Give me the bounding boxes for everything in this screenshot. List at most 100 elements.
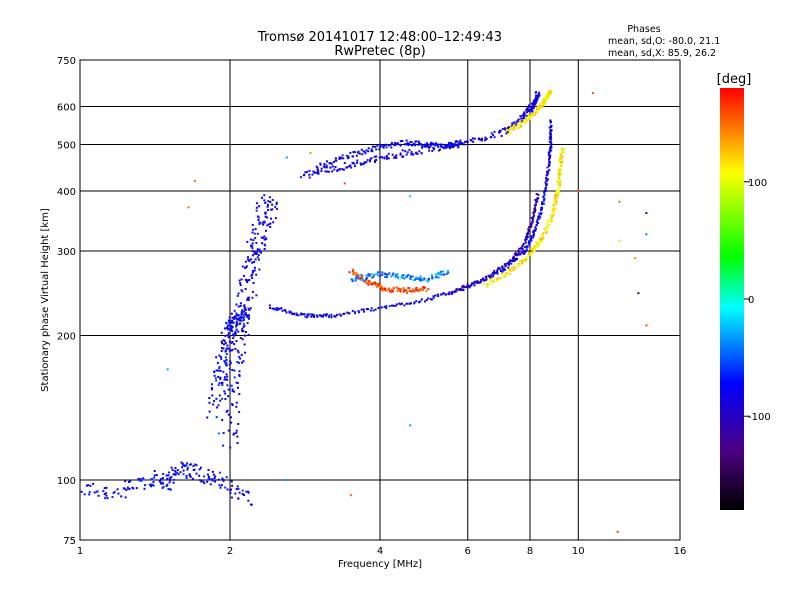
- data-point: [533, 113, 536, 116]
- data-point: [238, 361, 240, 364]
- data-point: [433, 143, 436, 146]
- data-point: [545, 95, 547, 98]
- data-point: [486, 285, 489, 288]
- data-point: [499, 277, 502, 280]
- data-point: [541, 105, 544, 108]
- data-point: [476, 280, 479, 283]
- data-point: [559, 180, 562, 182]
- data-point: [360, 274, 363, 277]
- data-point: [318, 314, 321, 317]
- data-point: [417, 289, 420, 292]
- data-point: [239, 319, 242, 322]
- data-point: [217, 369, 220, 372]
- data-point: [401, 276, 404, 279]
- data-point: [237, 292, 240, 295]
- data-point: [547, 95, 550, 98]
- data-point: [521, 244, 524, 247]
- data-point: [386, 289, 388, 292]
- data-point: [187, 206, 190, 209]
- data-point: [336, 169, 339, 172]
- data-point: [422, 286, 425, 289]
- data-point: [307, 314, 310, 317]
- data-point: [229, 360, 232, 363]
- data-point: [423, 145, 426, 148]
- data-point: [493, 272, 496, 275]
- data-point: [531, 106, 534, 109]
- data-point: [203, 475, 206, 478]
- data-point: [548, 169, 551, 172]
- data-point: [360, 277, 363, 280]
- data-point: [399, 289, 402, 292]
- data-point: [525, 108, 528, 111]
- data-point: [511, 124, 514, 127]
- data-point: [543, 228, 546, 231]
- data-point: [162, 473, 165, 475]
- data-point: [269, 307, 271, 309]
- data-point: [513, 257, 516, 260]
- data-point: [529, 240, 532, 243]
- data-point: [306, 313, 309, 316]
- data-point: [161, 481, 164, 484]
- data-point: [447, 270, 449, 273]
- data-point: [425, 299, 428, 301]
- data-point: [410, 302, 412, 305]
- data-point: [262, 223, 265, 226]
- x-tick-label: 1: [77, 546, 83, 557]
- data-point: [325, 164, 328, 167]
- data-point: [544, 189, 547, 192]
- data-point: [536, 200, 539, 203]
- data-point: [394, 156, 397, 159]
- data-point: [415, 140, 418, 143]
- y-tick-label: 300: [57, 247, 76, 258]
- data-point: [525, 256, 528, 259]
- data-point: [311, 314, 314, 317]
- data-point: [509, 127, 512, 130]
- data-point: [543, 191, 546, 194]
- data-point: [382, 288, 385, 291]
- data-point: [404, 289, 407, 292]
- data-point: [514, 263, 517, 265]
- data-point: [530, 222, 532, 225]
- data-point: [384, 289, 387, 292]
- data-point: [253, 250, 256, 253]
- data-point: [423, 277, 426, 280]
- data-point: [492, 275, 495, 278]
- data-point: [531, 110, 534, 113]
- data-point: [251, 242, 254, 245]
- data-point: [226, 409, 229, 412]
- data-point: [335, 159, 338, 162]
- data-point: [242, 322, 245, 325]
- data-point: [215, 416, 218, 419]
- data-point: [528, 104, 530, 107]
- data-point: [362, 308, 365, 311]
- data-point: [532, 236, 535, 239]
- data-point: [376, 274, 379, 277]
- data-point: [539, 106, 542, 109]
- data-point: [187, 466, 189, 469]
- data-point: [559, 184, 561, 186]
- data-point: [532, 107, 535, 109]
- data-point: [306, 170, 309, 173]
- data-point: [233, 376, 236, 379]
- data-point: [334, 166, 337, 168]
- data-point: [311, 313, 313, 316]
- data-point: [228, 319, 230, 322]
- data-point: [241, 290, 244, 293]
- data-point: [215, 397, 218, 400]
- data-point: [235, 312, 238, 315]
- data-point: [260, 236, 263, 239]
- data-point: [503, 275, 506, 278]
- data-point: [236, 317, 239, 320]
- data-point: [513, 121, 515, 124]
- data-point: [250, 274, 253, 277]
- data-point: [381, 287, 384, 290]
- data-point: [554, 192, 557, 195]
- data-point: [270, 217, 272, 220]
- data-point: [545, 183, 548, 186]
- data-point: [360, 148, 363, 151]
- data-point: [221, 342, 223, 345]
- data-point: [523, 258, 526, 261]
- data-point: [253, 260, 256, 263]
- data-point: [151, 478, 153, 481]
- data-point: [485, 138, 488, 141]
